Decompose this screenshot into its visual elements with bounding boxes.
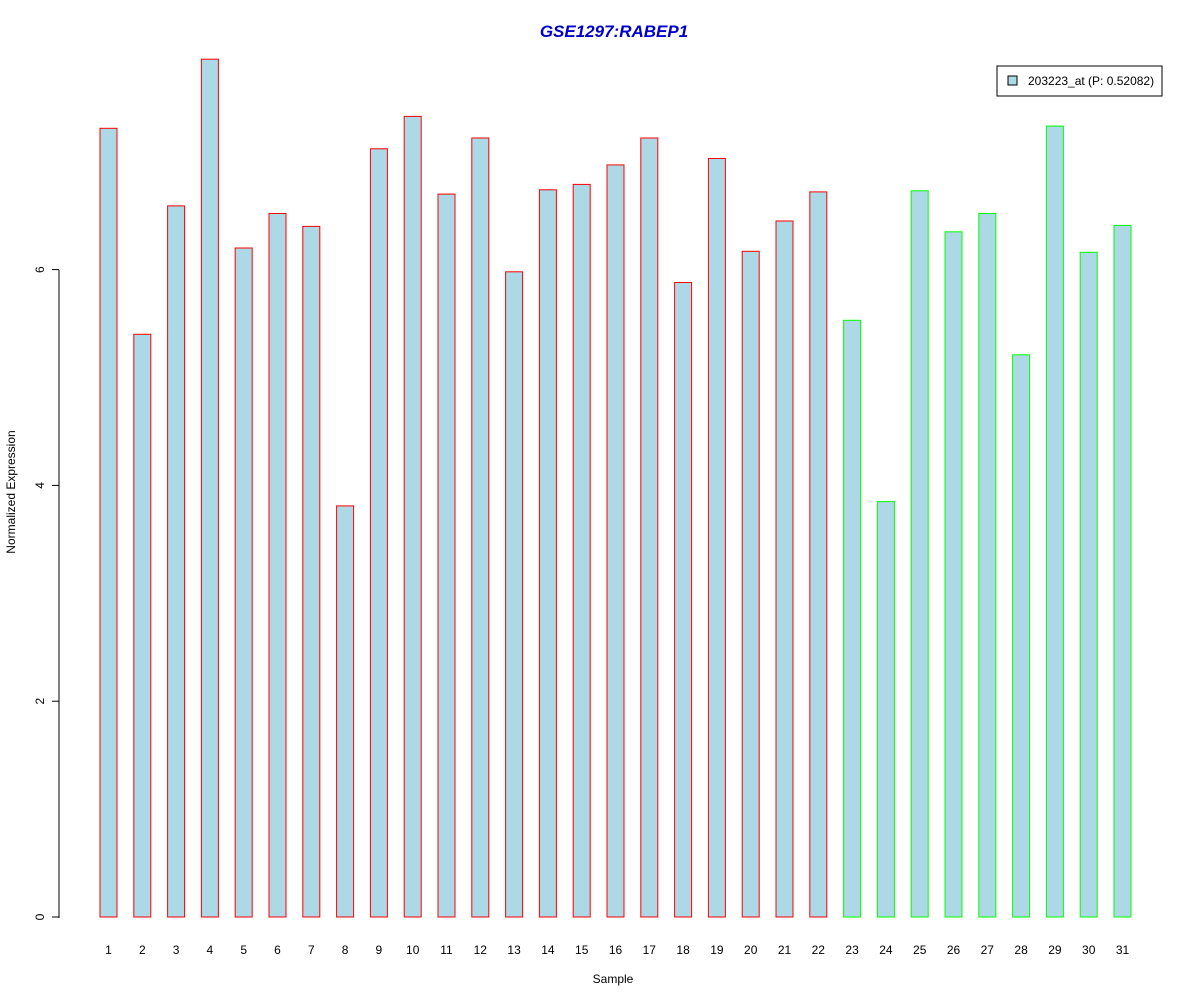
x-tick-label: 22: [812, 943, 826, 957]
x-tick-label: 29: [1048, 943, 1062, 957]
y-tick-label: 6: [33, 266, 47, 273]
bar-4: [200, 58, 219, 918]
bar-21: [775, 220, 794, 918]
y-tick-label: 2: [33, 698, 47, 705]
bar-9: [369, 148, 388, 918]
legend-box: [996, 65, 1163, 97]
bar-29: [1045, 125, 1064, 918]
x-tick-label: 9: [376, 943, 383, 957]
legend-label: 203223_at (P: 0.52082): [1028, 74, 1154, 88]
x-tick-label: 8: [342, 943, 349, 957]
x-tick-label: 11: [440, 943, 453, 957]
x-tick-label: 4: [207, 943, 214, 957]
bar-20: [741, 250, 760, 918]
x-tick-labels: 1 2 3 4 5 6 7 8 9 10 11 12 13 14 15 16 17 18 19 20 21 22 23 24 2…: [105, 943, 1129, 957]
x-tick-label: 1: [105, 943, 112, 957]
x-tick-label: 16: [609, 943, 623, 957]
x-tick-label: 5: [240, 943, 247, 957]
bar-15: [572, 183, 591, 918]
x-tick-label: 20: [744, 943, 758, 957]
x-tick-label: 10: [406, 943, 420, 957]
x-axis-label: Sample: [593, 972, 634, 986]
x-tick-label: 27: [981, 943, 995, 957]
x-tick-label: 14: [541, 943, 555, 957]
bar-30: [1079, 251, 1098, 918]
x-tick-label: 31: [1116, 943, 1130, 957]
x-tick-label: 23: [845, 943, 859, 957]
x-tick-label: 25: [913, 943, 927, 957]
x-tick-label: 6: [274, 943, 281, 957]
bar-6: [268, 213, 287, 918]
x-tick-label: 2: [139, 943, 146, 957]
bar-27: [978, 213, 997, 918]
bar-26: [944, 231, 963, 918]
x-tick-label: 13: [507, 943, 521, 957]
y-axis-label: Normalized Expression: [4, 430, 18, 553]
bar-13: [505, 271, 524, 918]
x-tick-label: 18: [676, 943, 690, 957]
x-tick-label: 24: [879, 943, 893, 957]
bar-31: [1113, 224, 1132, 918]
bar-3: [167, 205, 186, 918]
bar-8: [336, 505, 355, 918]
bar-5: [234, 247, 253, 918]
bar-22: [809, 191, 828, 918]
legend: 203223_at (P: 0.52082): [996, 65, 1163, 97]
x-tick-label: 21: [778, 943, 792, 957]
x-tick-label: 26: [947, 943, 961, 957]
x-tick-label: 28: [1014, 943, 1028, 957]
legend-swatch: [1007, 75, 1018, 86]
y-tick-label: 4: [33, 482, 47, 489]
bar-11: [437, 193, 456, 918]
bar-16: [606, 164, 625, 918]
bar-2: [133, 333, 152, 918]
bar-14: [538, 189, 557, 918]
x-tick-label: 3: [173, 943, 180, 957]
bar-23: [843, 319, 862, 918]
y-tick-label: 0: [33, 913, 47, 920]
bar-10: [403, 115, 422, 918]
bar-12: [471, 137, 490, 918]
bar-19: [707, 158, 726, 918]
x-tick-label: 17: [643, 943, 657, 957]
x-tick-label: 30: [1082, 943, 1096, 957]
bar-18: [674, 282, 693, 918]
bar-25: [910, 190, 929, 918]
bar-1: [99, 127, 118, 918]
bars-group: [99, 58, 1132, 918]
bar-7: [302, 225, 321, 918]
bar-24: [876, 501, 895, 918]
y-axis: 0 2 4 6: [33, 266, 60, 920]
x-tick-label: 15: [575, 943, 589, 957]
chart-title: GSE1297:RABEP1: [540, 22, 688, 41]
bar-17: [640, 137, 659, 918]
x-tick-label: 12: [474, 943, 488, 957]
x-tick-label: 19: [710, 943, 724, 957]
bar-28: [1012, 354, 1031, 918]
x-tick-label: 7: [308, 943, 315, 957]
